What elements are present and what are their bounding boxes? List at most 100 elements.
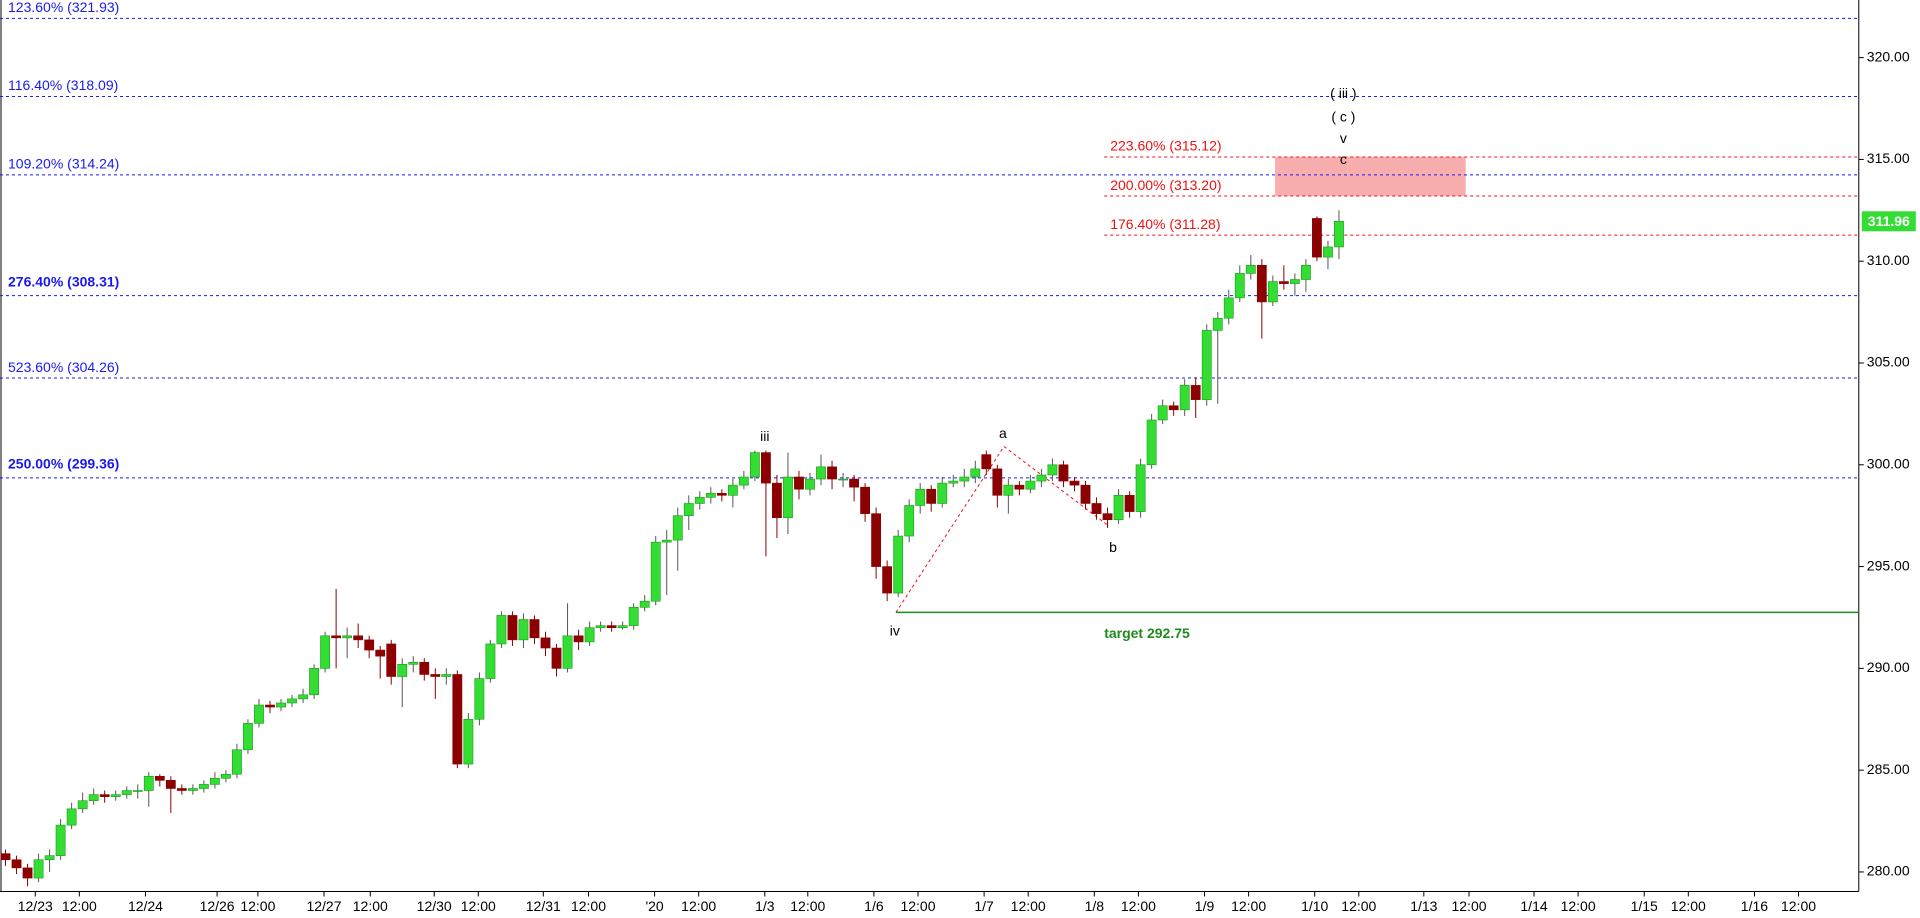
wave-label: b	[1109, 539, 1117, 555]
candle-body	[639, 600, 650, 608]
x-tick-label: 12:00	[1561, 898, 1596, 914]
candle-body	[232, 749, 242, 775]
candle-body	[221, 773, 231, 779]
candle-body	[1212, 317, 1223, 331]
y-tick-label: 290.00	[1867, 659, 1910, 675]
candle-body	[419, 661, 430, 675]
candle-body	[309, 668, 319, 696]
candle-body	[1047, 464, 1058, 476]
candle-body	[243, 723, 253, 751]
x-tick-label: 1/15	[1631, 898, 1658, 914]
candle-body	[485, 643, 496, 679]
candle-body	[705, 492, 716, 498]
candle-body	[110, 794, 121, 797]
candle-body	[1102, 513, 1113, 521]
x-tick-label: 12/26	[200, 898, 235, 914]
candle-body	[1036, 474, 1047, 482]
fib-level-label: 250.00% (299.36)	[8, 456, 119, 472]
candle-body	[727, 484, 738, 496]
candle-body	[1245, 264, 1256, 274]
wave-label: ( c )	[1331, 108, 1355, 124]
candle-body	[948, 480, 959, 484]
candle-body	[386, 643, 397, 677]
x-tick-label: 12:00	[62, 898, 97, 914]
x-tick-label: 1/7	[974, 898, 994, 914]
candle-body	[860, 486, 870, 514]
x-tick-label: 1/16	[1741, 898, 1768, 914]
x-tick-label: 12:00	[681, 898, 716, 914]
candle-body	[132, 790, 143, 792]
x-tick-label: 1/6	[864, 898, 884, 914]
fib-level-label: 116.40% (318.09)	[8, 77, 118, 93]
candle-body	[1157, 405, 1168, 421]
candle-body	[1113, 495, 1124, 521]
candle-body	[1278, 281, 1289, 284]
extension-level-label: 200.00% (313.20)	[1110, 177, 1221, 193]
candle-body	[463, 718, 474, 765]
candle-body	[1201, 330, 1212, 400]
candle-body	[1058, 464, 1069, 482]
y-tick-label: 285.00	[1867, 761, 1910, 777]
candle-body	[1179, 385, 1190, 411]
candle-body	[331, 635, 342, 639]
x-tick-label: 12:00	[900, 898, 935, 914]
candle-body	[1323, 246, 1333, 258]
x-tick-label: 12:00	[1231, 898, 1266, 914]
candle-body	[1091, 503, 1102, 514]
candle-body	[716, 492, 727, 496]
candle-body	[827, 466, 837, 480]
candle-body	[937, 482, 948, 504]
y-tick-label: 310.00	[1867, 252, 1910, 268]
candle-body	[1234, 273, 1245, 299]
last-price-label: 311.96	[1868, 213, 1910, 229]
x-tick-label: 12/27	[306, 898, 341, 914]
fib-level-label: 276.40% (308.31)	[8, 273, 119, 289]
candle-body	[959, 476, 970, 482]
x-tick-label: 1/10	[1301, 898, 1328, 914]
x-tick-label: '20	[645, 898, 663, 914]
candle-body	[926, 488, 937, 504]
candle-body	[209, 778, 220, 785]
x-tick-label: 12:00	[1671, 898, 1706, 914]
candle-body	[198, 784, 209, 789]
x-tick-label: 12:00	[571, 898, 606, 914]
x-tick-label: 1/14	[1520, 898, 1547, 914]
candle-body	[904, 505, 915, 537]
candle-body	[1069, 480, 1080, 486]
candle-body	[276, 702, 286, 708]
candle-body	[507, 615, 518, 641]
candle-body	[628, 606, 639, 626]
candle-body	[871, 513, 882, 567]
candle-body	[783, 476, 793, 519]
y-tick-label: 320.00	[1867, 48, 1910, 64]
candle-body	[441, 674, 452, 677]
candle-body	[408, 661, 419, 665]
wave-zigzag	[895, 445, 1109, 613]
candle-body	[353, 635, 364, 641]
candle-body	[661, 539, 672, 543]
wave-label: a	[999, 425, 1007, 441]
x-tick-label: 12:00	[353, 898, 388, 914]
y-tick-label: 315.00	[1867, 150, 1910, 166]
x-tick-label: 12:00	[790, 898, 825, 914]
candle-body	[915, 488, 926, 506]
candle-body	[992, 468, 1003, 496]
target-label: target 292.75	[1104, 625, 1190, 641]
candle-body	[320, 635, 330, 669]
candle-body	[1124, 495, 1135, 512]
target-zone	[1275, 156, 1466, 197]
fib-level-label: 523.60% (304.26)	[8, 359, 119, 375]
candle-body	[805, 478, 815, 490]
candle-body	[672, 515, 683, 541]
x-tick-label: 12:00	[240, 898, 275, 914]
candle-body	[430, 674, 441, 677]
candle-body	[772, 482, 782, 519]
candle-body	[33, 859, 44, 879]
extension-level-label: 176.40% (311.28)	[1110, 216, 1220, 232]
candle-body	[683, 503, 694, 516]
candle-body	[77, 800, 88, 810]
candle-body	[1301, 264, 1311, 280]
candle-body	[0, 853, 11, 861]
wave-label: ( iii )	[1330, 85, 1356, 101]
